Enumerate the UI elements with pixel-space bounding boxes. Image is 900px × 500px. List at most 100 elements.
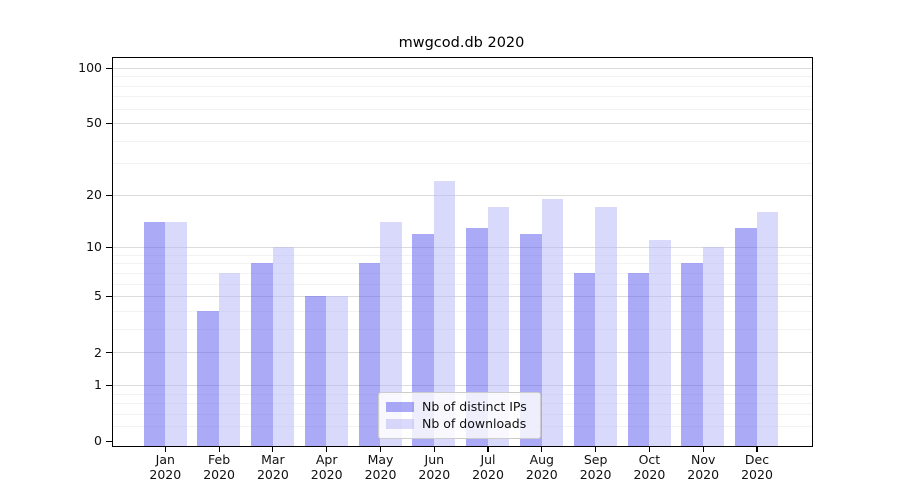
bar-downloads-jul [487, 207, 510, 446]
x-tick-label: Apr 2020 [299, 452, 355, 482]
y-tick-label: 5 [94, 288, 102, 304]
y-tick-mark [106, 384, 113, 386]
x-tick-mark [379, 446, 382, 452]
y-tick-label: 20 [86, 187, 102, 203]
x-tick-year: 2020 [579, 467, 612, 482]
major-gridline [113, 194, 812, 196]
legend-item-downloads: Nb of downloads [386, 415, 532, 432]
x-tick-year: 2020 [525, 467, 558, 482]
bar-downloads-nov [702, 247, 725, 446]
legend-label-downloads: Nb of downloads [422, 416, 527, 431]
x-tick-year: 2020 [418, 467, 451, 482]
major-gridline [113, 67, 812, 69]
bar-downloads-jan [165, 222, 187, 446]
bar-downloads-mar [272, 247, 295, 446]
minor-gridline [113, 310, 812, 312]
y-tick-mark [106, 194, 113, 196]
x-tick-mark [164, 446, 166, 452]
minor-gridline [113, 283, 812, 285]
bar-downloads-may [380, 222, 402, 446]
x-tick-label: Dec 2020 [729, 452, 785, 482]
bar-distinct-ips-jan [143, 222, 165, 446]
x-tick-mark [272, 446, 274, 452]
y-tick-label: 2 [94, 344, 102, 360]
x-tick-mark [326, 446, 328, 452]
major-gridline [113, 247, 812, 249]
y-tick-label: 0 [94, 433, 102, 449]
minor-gridline [113, 85, 812, 87]
bar-distinct-ips-dec [735, 227, 757, 446]
x-tick-label: Jan 2020 [137, 452, 193, 482]
legend: Nb of distinct IPs Nb of downloads [378, 392, 541, 439]
minor-gridline [113, 328, 812, 330]
x-tick-mark [595, 446, 597, 452]
x-tick-month: Sep [583, 452, 608, 467]
bar-downloads-jun [433, 180, 456, 446]
bar-downloads-dec [756, 211, 779, 446]
legend-item-distinct-ips: Nb of distinct IPs [386, 398, 532, 415]
x-tick-year: 2020 [472, 467, 504, 482]
minor-gridline [113, 76, 812, 78]
x-tick-label: Aug 2020 [514, 452, 570, 482]
x-tick-month: Nov [690, 452, 716, 467]
y-tick-mark [106, 440, 113, 442]
minor-gridline [113, 108, 812, 110]
x-tick-month: Oct [638, 452, 661, 467]
bar-downloads-feb [218, 272, 241, 446]
bar-downloads-apr [326, 296, 348, 446]
y-tick-mark [106, 246, 113, 248]
minor-gridline [113, 272, 812, 274]
bar-downloads-oct [649, 240, 671, 446]
x-tick-label: Nov 2020 [675, 452, 731, 482]
x-tick-label: Mar 2020 [245, 452, 301, 482]
x-tick-year: 2020 [364, 467, 397, 482]
x-tick-year: 2020 [633, 467, 666, 482]
x-tick-month: Feb [208, 452, 231, 467]
x-tick-mark [541, 446, 543, 452]
legend-label-distinct-ips: Nb of distinct IPs [422, 399, 527, 414]
x-tick-label: Jul 2020 [460, 452, 516, 482]
bar-distinct-ips-apr [304, 296, 327, 446]
x-tick-mark [756, 446, 758, 452]
x-tick-year: 2020 [687, 467, 720, 482]
x-tick-month: Jan [155, 452, 175, 467]
y-tick-mark [106, 122, 113, 124]
y-tick-mark [106, 351, 113, 354]
plot-area [112, 57, 813, 447]
bar-downloads-aug [541, 198, 563, 446]
x-tick-year: 2020 [149, 467, 182, 482]
x-tick-label: Feb 2020 [191, 452, 247, 482]
bar-distinct-ips-oct [627, 272, 650, 446]
x-tick-month: Jul [480, 452, 496, 467]
x-tick-month: Dec [744, 452, 770, 467]
x-tick-month: Aug [529, 452, 554, 467]
x-tick-month: Apr [315, 452, 338, 467]
major-gridline [113, 296, 812, 298]
legend-swatch-downloads [386, 418, 414, 429]
x-tick-label: May 2020 [353, 452, 409, 482]
x-tick-mark [487, 446, 489, 452]
bar-distinct-ips-nov [681, 263, 703, 446]
x-tick-mark [648, 446, 650, 452]
x-tick-mark [433, 446, 435, 452]
x-tick-year: 2020 [256, 467, 289, 482]
x-tick-mark [702, 446, 704, 452]
x-tick-mark [218, 446, 220, 452]
x-tick-year: 2020 [310, 467, 343, 482]
bar-distinct-ips-sep [573, 272, 596, 446]
minor-gridline [113, 140, 812, 142]
y-tick-mark [106, 67, 113, 69]
y-tick-mark [106, 295, 113, 297]
x-tick-label: Oct 2020 [621, 452, 677, 482]
bar-distinct-ips-feb [197, 310, 219, 446]
minor-gridline [113, 96, 812, 98]
y-tick-label: 1 [94, 377, 102, 393]
major-gridline [113, 384, 812, 386]
x-tick-label: Sep 2020 [568, 452, 624, 482]
y-tick-label: 10 [86, 239, 102, 255]
x-tick-year: 2020 [203, 467, 235, 482]
chart-title: mwgcod.db 2020 [398, 35, 525, 51]
minor-gridline [113, 254, 812, 256]
bar-distinct-ips-jul [466, 227, 488, 446]
